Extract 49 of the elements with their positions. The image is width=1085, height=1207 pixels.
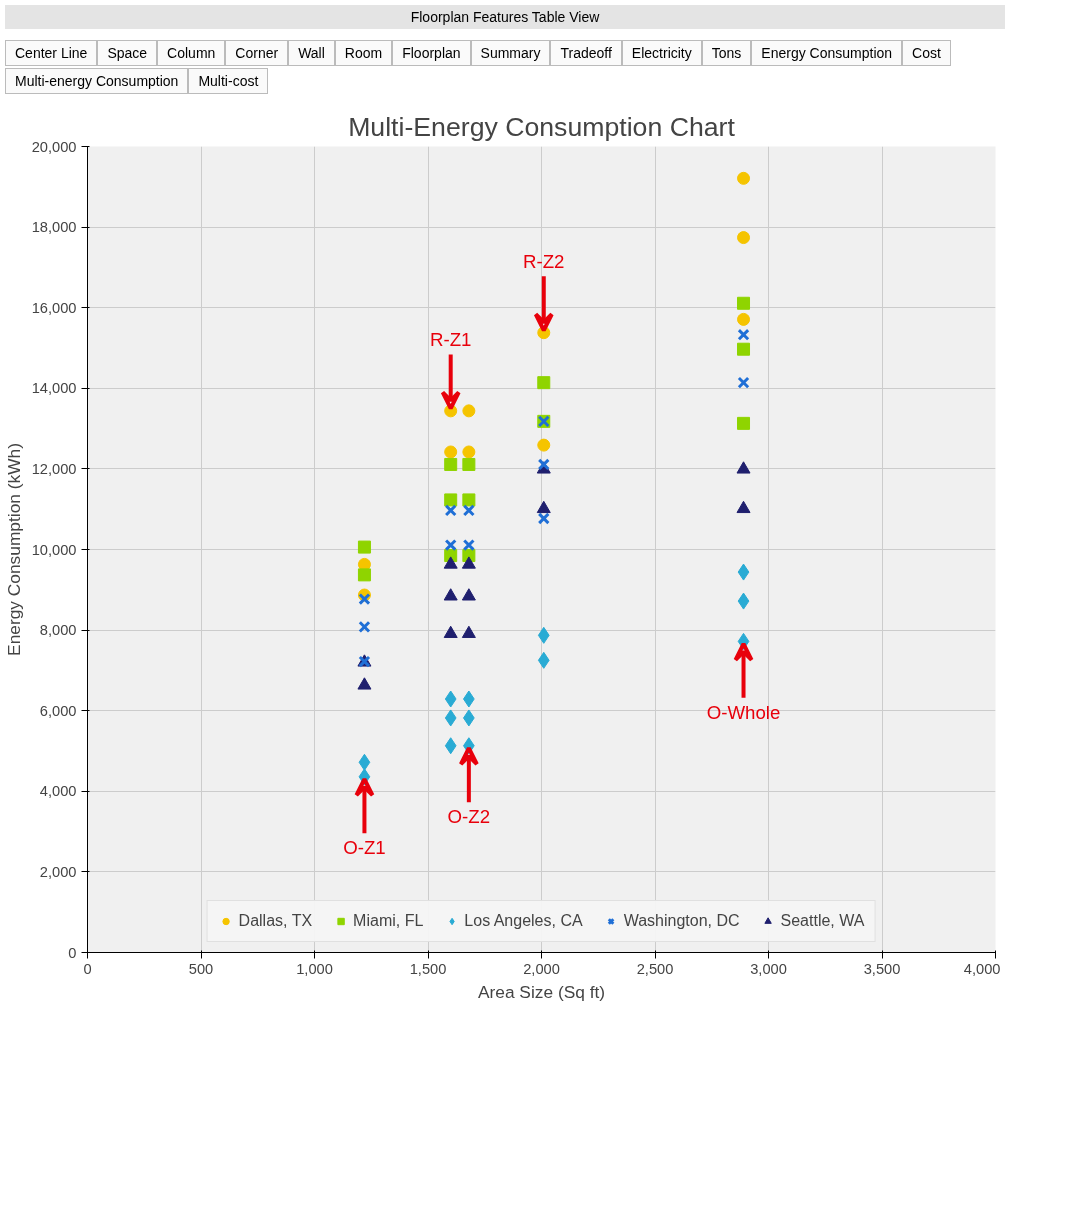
text: Summary — [470, 40, 551, 66]
y-tick-label: 18,000 — [31, 219, 77, 236]
annotation: R-Z1 — [429, 329, 472, 351]
text: Space — [97, 40, 158, 66]
annotation: O-Z1 — [343, 837, 386, 859]
text: Room — [334, 40, 393, 66]
legend-label: Los Angeles, CA — [464, 912, 583, 930]
text: Electricity — [621, 40, 702, 66]
chart-title: Multi-Energy Consumption Chart — [348, 111, 736, 142]
text: Floorplan Features Table View — [5, 5, 1005, 29]
text: Cost — [902, 40, 951, 66]
x-tick-label: 1,500 — [409, 960, 447, 977]
legend-label: Seattle, WA — [780, 912, 865, 930]
x-tick-label: 2,000 — [523, 960, 560, 977]
y-tick-label: 16,000 — [31, 299, 77, 316]
x-tick-label: 2,500 — [636, 960, 674, 977]
legend-label: Miami, FL — [353, 912, 424, 930]
text: Multi-cost — [188, 68, 269, 94]
y-tick-label: 6,000 — [39, 702, 77, 719]
legend-label: Washington, DC — [623, 912, 740, 930]
y-tick-label: 20,000 — [31, 138, 77, 155]
text: Energy Consumption — [751, 40, 903, 66]
y-tick-label: 4,000 — [39, 783, 77, 800]
x-tick-label: 500 — [188, 960, 214, 977]
x-tick-label: 4,000 — [963, 960, 1001, 977]
legend-label: Dallas, TX — [238, 912, 313, 930]
y-axis-title: Energy Consumption (kWh) — [3, 443, 24, 656]
annotation: O-Whole — [706, 701, 781, 723]
text: Corner — [225, 40, 289, 66]
annotation: O-Z2 — [447, 806, 491, 828]
x-tick-label: 3,500 — [863, 960, 901, 977]
text: Floorplan — [392, 40, 471, 66]
text: Column — [157, 40, 226, 66]
text: Wall — [288, 40, 335, 66]
x-tick-label: 3,000 — [750, 960, 787, 977]
y-tick-label: 8,000 — [39, 622, 77, 639]
x-axis-title: Area Size (Sq ft) — [477, 981, 606, 1002]
annotation: R-Z2 — [523, 251, 565, 273]
y-tick-label: 14,000 — [31, 380, 77, 397]
text: Center Line — [5, 40, 98, 66]
x-tick-label: 0 — [83, 960, 92, 977]
x-tick-label: 1,000 — [296, 960, 333, 977]
text: Multi-energy Consumption — [5, 68, 189, 94]
text: Tons — [701, 40, 752, 66]
text: Tradeoff — [550, 40, 622, 66]
y-tick-label: 10,000 — [31, 541, 77, 558]
y-tick-label: 12,000 — [31, 460, 77, 477]
y-tick-label: 2,000 — [39, 863, 77, 880]
y-tick-label: 0 — [68, 944, 77, 961]
